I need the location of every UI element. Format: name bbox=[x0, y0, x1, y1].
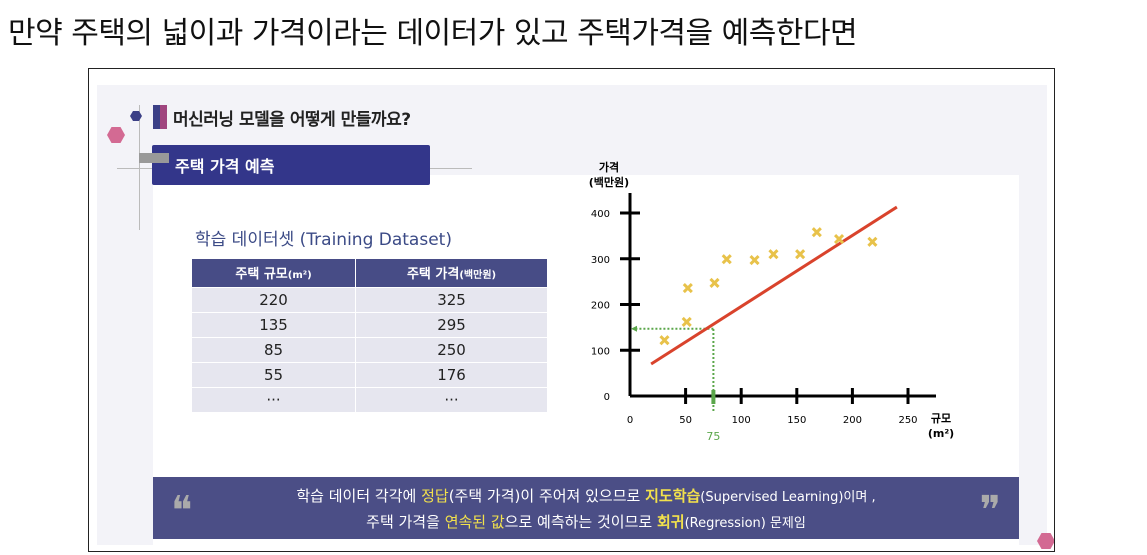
data-point bbox=[768, 249, 779, 260]
table-row: 220 325 bbox=[192, 286, 548, 312]
table-row: 85 250 bbox=[192, 336, 548, 362]
data-point bbox=[749, 255, 760, 266]
slide-title: 머신러닝 모델을 어떻게 만들까요? bbox=[173, 110, 411, 130]
text: (주택 가격)이 주어져 있으므로 bbox=[448, 487, 646, 505]
table-header: 주택 규모(m²) 주택 가격(백만원) bbox=[192, 259, 548, 287]
highlight: 회귀 bbox=[656, 513, 685, 531]
quote-line-1: 학습 데이터 각각에 정답(주택 가격)이 주어져 있으므로 지도학습(Supe… bbox=[153, 484, 1019, 510]
section-title: 주택 가격 예측 bbox=[175, 157, 275, 176]
dataset-title: 학습 데이터셋 (Training Dataset) bbox=[195, 230, 452, 250]
y-tick-label: 400 bbox=[591, 209, 610, 220]
data-point bbox=[721, 254, 732, 265]
data-point bbox=[681, 316, 692, 327]
y-tick-label: 100 bbox=[591, 346, 610, 357]
scatter-chart: 가격 (백만원) 규모 (m²) 0 100 200 300 400 0 50 100 150 2… bbox=[589, 160, 954, 443]
cell: ··· bbox=[355, 386, 548, 412]
cell: 250 bbox=[355, 336, 548, 362]
text: (Supervised Learning)이며 , bbox=[700, 490, 876, 505]
close-quote-icon: ❞ bbox=[979, 488, 1001, 534]
hexagon-dot-icon bbox=[130, 111, 142, 121]
cell: 85 bbox=[192, 336, 357, 362]
training-data-table: 주택 규모(m²) 주택 가격(백만원) 220 325 135 295 85 250… bbox=[192, 259, 548, 412]
section-banner bbox=[152, 145, 430, 185]
y-tick-label: 0 bbox=[604, 392, 610, 403]
x-axis-unit: (m²) bbox=[928, 427, 954, 440]
data-point bbox=[811, 227, 822, 238]
text: (Regression) 문제임 bbox=[684, 516, 806, 531]
title-bar-icon bbox=[153, 105, 167, 129]
slide: 머신러닝 모델을 어떻게 만들까요? 주택 가격 예측 학습 데이터셋 (Tra… bbox=[88, 68, 1055, 552]
x-tick-label: 50 bbox=[679, 415, 692, 426]
prediction-label: 75 bbox=[706, 430, 720, 443]
page-heading: 만약 주택의 넓이과 가격이라는 데이터가 있고 주택가격을 예측한다면 bbox=[8, 16, 858, 51]
highlight: 지도학습 bbox=[645, 487, 701, 505]
summary-quote-box: ❝ ❞ 학습 데이터 각각에 정답(주택 가격)이 주어져 있으므로 지도학습(… bbox=[153, 477, 1019, 539]
regression-line bbox=[650, 205, 898, 366]
y-axis-label: 가격 bbox=[599, 160, 619, 174]
quote-line-2: 주택 가격을 연속된 값으로 예측하는 것이므로 회귀(Regression) … bbox=[153, 510, 1019, 536]
data-point bbox=[682, 282, 693, 294]
x-tick-label: 200 bbox=[843, 415, 862, 426]
y-axis-unit: (백만원) bbox=[589, 175, 629, 189]
x-axis-label: 규모 bbox=[931, 412, 951, 425]
slide-background: 머신러닝 모델을 어떻게 만들까요? 주택 가격 예측 학습 데이터셋 (Tra… bbox=[97, 85, 1054, 551]
cell: ··· bbox=[192, 386, 357, 412]
header-unit: (m²) bbox=[287, 270, 312, 282]
cell: 295 bbox=[355, 311, 548, 337]
hexagon-icon bbox=[107, 127, 125, 143]
header-price: 주택 가격(백만원) bbox=[355, 259, 548, 287]
decor-line bbox=[139, 105, 140, 230]
cell: 220 bbox=[192, 286, 357, 312]
header-unit: (백만원) bbox=[459, 270, 497, 282]
cell: 135 bbox=[192, 311, 357, 337]
table-row: ··· ··· bbox=[192, 386, 548, 412]
hexagon-icon bbox=[1037, 533, 1054, 549]
table-row: 135 295 bbox=[192, 311, 548, 337]
text: 학습 데이터 각각에 bbox=[296, 487, 422, 505]
cell: 55 bbox=[192, 361, 357, 387]
highlight: 연속된 값 bbox=[444, 513, 505, 531]
header-size: 주택 규모(m²) bbox=[192, 259, 357, 287]
table-row: 55 176 bbox=[192, 361, 548, 387]
y-tick-label: 200 bbox=[591, 301, 610, 312]
data-point bbox=[833, 234, 845, 245]
open-quote-icon: ❝ bbox=[171, 488, 193, 534]
header-label: 주택 가격 bbox=[406, 267, 460, 283]
x-tick-label: 0 bbox=[627, 415, 633, 426]
header-label: 주택 규모 bbox=[235, 267, 288, 283]
text: 주택 가격을 bbox=[366, 513, 445, 531]
data-point bbox=[867, 236, 878, 247]
banner-tab-decor bbox=[139, 153, 169, 163]
cell: 176 bbox=[355, 361, 548, 387]
data-point bbox=[709, 277, 720, 289]
x-tick-label: 100 bbox=[732, 415, 751, 426]
data-point bbox=[795, 249, 806, 260]
highlight: 정답 bbox=[421, 487, 449, 505]
prediction-arrow bbox=[631, 325, 637, 332]
x-tick-label: 150 bbox=[787, 415, 806, 426]
text: 으로 예측하는 것이므로 bbox=[504, 513, 657, 531]
y-tick-label: 300 bbox=[591, 255, 610, 266]
x-tick-label: 250 bbox=[898, 415, 917, 426]
cell: 325 bbox=[355, 286, 548, 312]
data-point bbox=[659, 335, 670, 346]
